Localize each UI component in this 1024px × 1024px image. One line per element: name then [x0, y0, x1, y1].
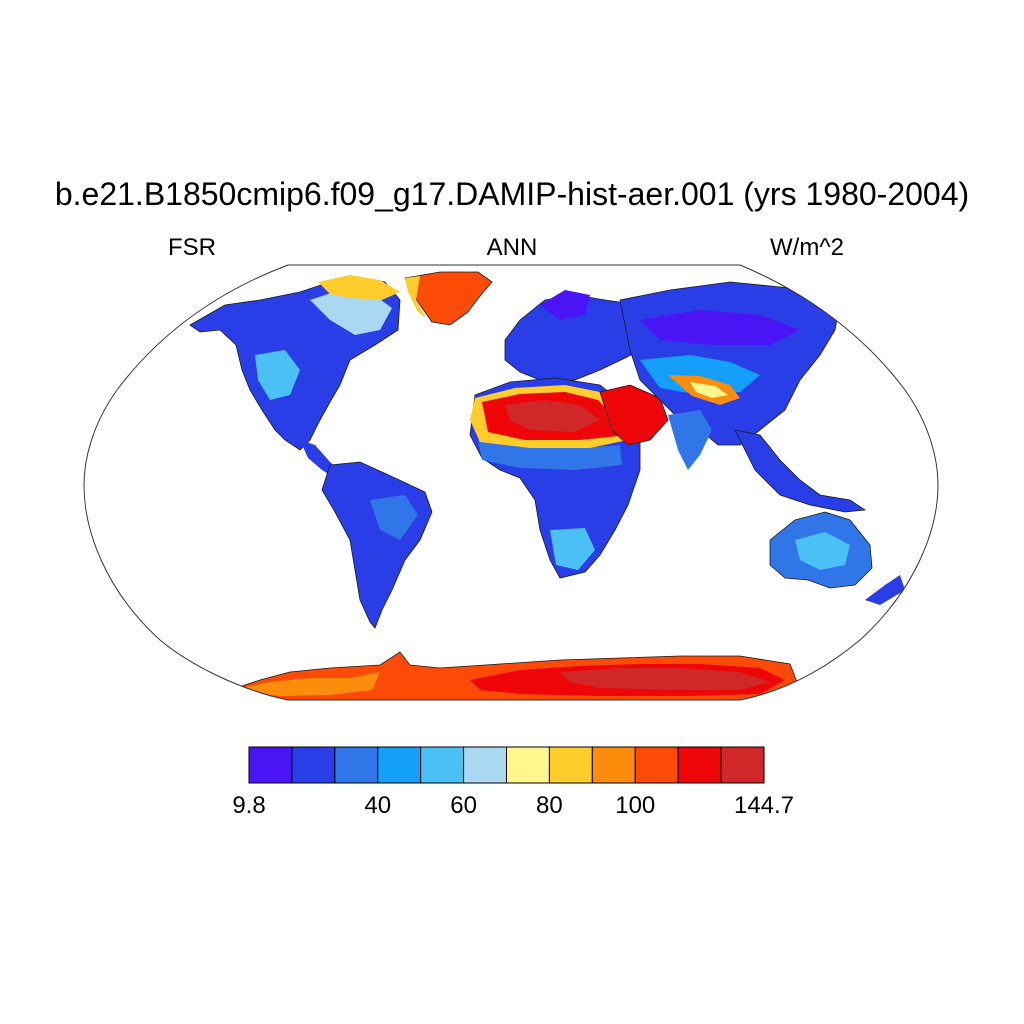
- us-interior: [255, 350, 300, 400]
- canada-arctic: [310, 290, 392, 335]
- map-border: [83, 264, 939, 701]
- south-america-east: [370, 495, 418, 540]
- colorbar-swatch: [506, 746, 550, 784]
- antarctica-coast: [232, 672, 380, 696]
- scandinavia: [540, 290, 590, 320]
- new-zealand: [865, 575, 905, 605]
- colorbar-swatch: [334, 746, 379, 784]
- siberia: [640, 310, 800, 345]
- colorbar-swatch: [463, 746, 508, 784]
- antarctica-plateau: [560, 668, 770, 690]
- season-label: ANN: [486, 234, 538, 261]
- colorbar-tick-label: 9.8: [232, 792, 266, 819]
- colorbar-swatch: [248, 746, 293, 784]
- southeast-asia: [734, 429, 867, 513]
- units-label: W/m^2: [770, 234, 844, 261]
- india: [668, 410, 712, 470]
- colorbar-tick-label: 100: [615, 792, 656, 819]
- colorbar-swatch: [634, 746, 679, 784]
- south-america: [321, 461, 433, 629]
- sahel: [478, 440, 622, 470]
- colorbar-swatch: [720, 746, 765, 784]
- variable-label: FSR: [168, 234, 216, 261]
- arabia: [599, 384, 669, 446]
- greenland-coast: [405, 276, 426, 318]
- colorbar-tick-label: 60: [450, 792, 477, 819]
- colorbar-swatch: [548, 746, 593, 784]
- arctic-islands: [318, 275, 400, 300]
- colorbar-swatch: [677, 746, 722, 784]
- kalahari: [550, 528, 595, 570]
- colorbar-swatch: [591, 746, 636, 784]
- greenland: [404, 271, 493, 326]
- colorbar-tick-label: 40: [364, 792, 392, 819]
- tibet-core: [690, 382, 728, 398]
- map-title: b.e21.B1850cmip6.f09_g17.DAMIP-hist-aer.…: [54, 176, 970, 212]
- colorbar: [248, 746, 765, 784]
- sahara-core: [505, 400, 600, 432]
- colorbar-swatch: [377, 746, 422, 784]
- colorbar-swatch: [291, 746, 336, 784]
- colorbar-swatch: [420, 746, 465, 784]
- colorbar-tick-label: 80: [536, 792, 563, 819]
- australia-interior: [795, 532, 850, 570]
- land-fields: [189, 271, 905, 700]
- colorbar-tick-label: 144.7: [733, 792, 795, 819]
